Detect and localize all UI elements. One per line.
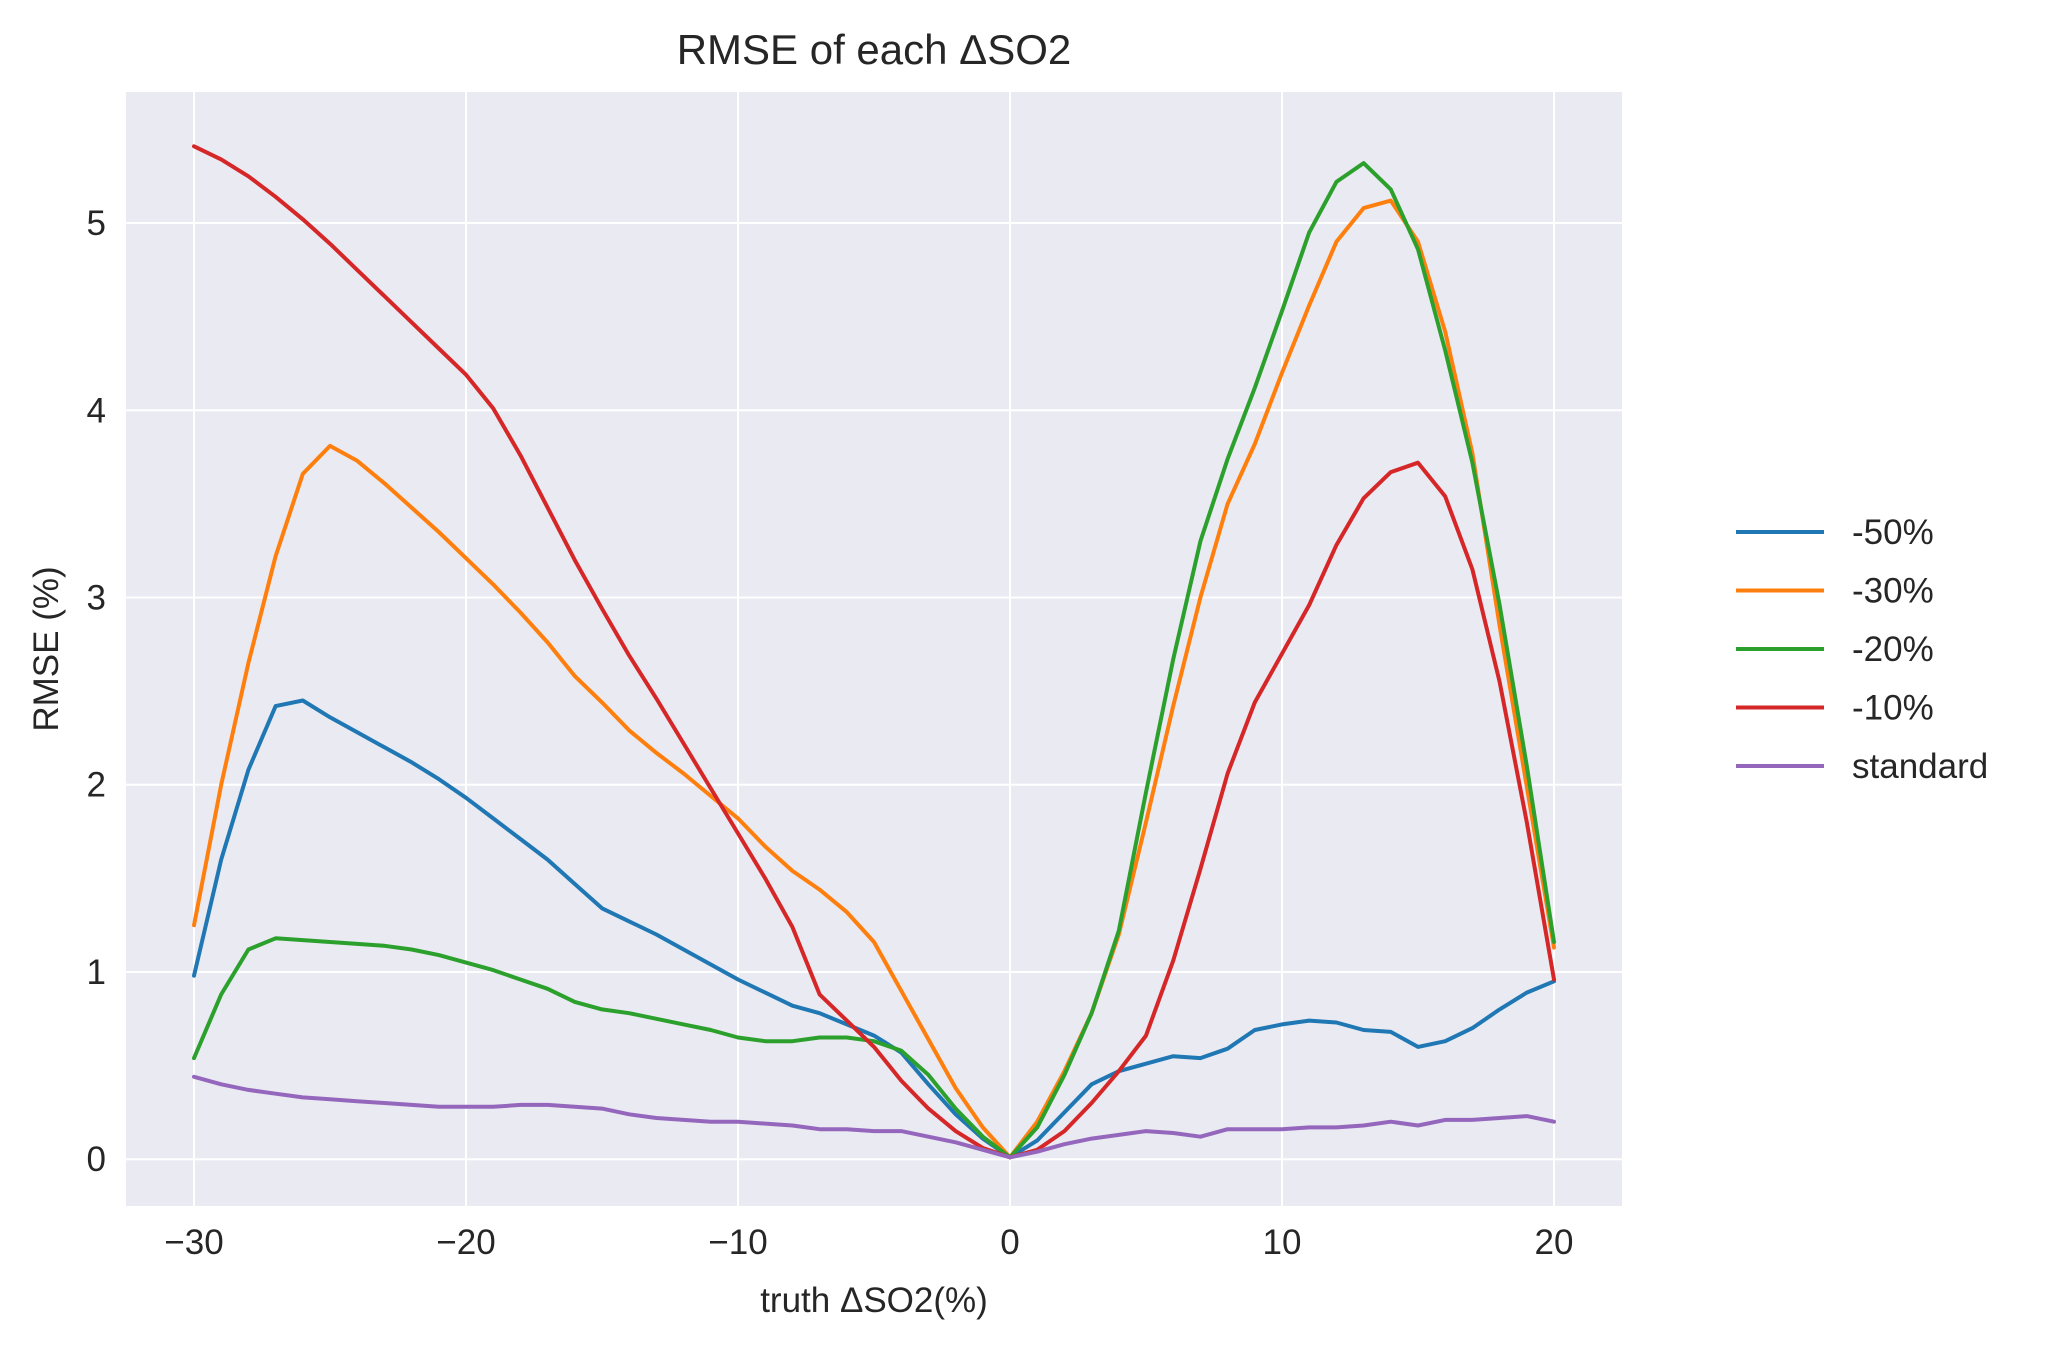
x-tick-label: 0 bbox=[1000, 1223, 1019, 1262]
y-tick-label: 4 bbox=[87, 391, 106, 430]
legend-label-20: -20% bbox=[1852, 630, 1934, 669]
series-line-10 bbox=[192, 144, 1556, 1160]
y-tick-label: 2 bbox=[87, 766, 106, 805]
series-lines bbox=[192, 144, 1556, 1160]
legend-label-10: -10% bbox=[1852, 689, 1934, 728]
x-tick-labels: −30 −20 −10 0 10 20 bbox=[164, 1223, 1573, 1262]
y-axis-label: RMSE (%) bbox=[27, 566, 66, 731]
y-tick-label: 1 bbox=[87, 953, 106, 992]
legend-label-50: -50% bbox=[1852, 513, 1934, 552]
x-tick-label: 10 bbox=[1263, 1223, 1302, 1262]
x-tick-label: 20 bbox=[1535, 1223, 1574, 1262]
y-tick-label: 5 bbox=[87, 204, 106, 243]
series-line-30 bbox=[192, 198, 1556, 1160]
series-line-50 bbox=[192, 698, 1556, 1160]
plot-area-background bbox=[126, 92, 1622, 1206]
x-axis-label: truth ΔSO2(%) bbox=[760, 1281, 988, 1320]
y-tick-label: 0 bbox=[87, 1140, 106, 1179]
y-tick-labels: 0 1 2 3 4 5 bbox=[87, 204, 106, 1179]
grid-lines bbox=[126, 92, 1622, 1206]
legend: -50% -30% -20% -10% standard bbox=[1736, 513, 1988, 786]
x-tick-label: −30 bbox=[164, 1223, 223, 1262]
x-tick-label: −10 bbox=[708, 1223, 767, 1262]
legend-label-standard: standard bbox=[1852, 747, 1988, 786]
series-line-standard bbox=[192, 1074, 1556, 1160]
chart-title: RMSE of each ΔSO2 bbox=[677, 26, 1072, 73]
legend-label-30: -30% bbox=[1852, 572, 1934, 611]
y-tick-label: 3 bbox=[87, 579, 106, 618]
x-tick-label: −20 bbox=[436, 1223, 495, 1262]
series-line-20 bbox=[192, 161, 1556, 1160]
